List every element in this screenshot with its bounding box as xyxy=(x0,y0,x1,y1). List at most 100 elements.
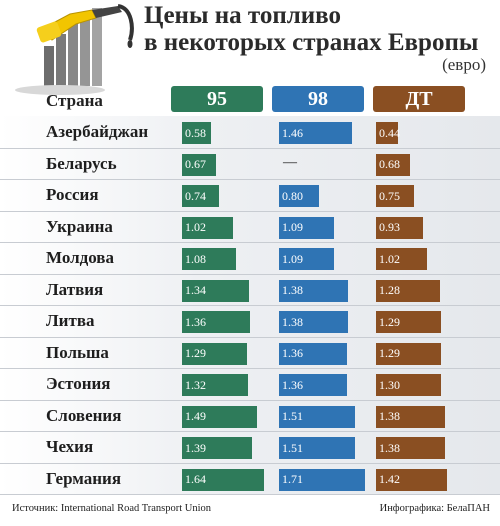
bar-value-label: 1.09 xyxy=(282,220,303,234)
diesel-bar: 1.38 xyxy=(376,437,445,459)
bar-value-label: 1.64 xyxy=(185,472,206,486)
bar-value-label: 1.38 xyxy=(282,283,303,297)
bar-value-label: 1.36 xyxy=(185,314,206,329)
fuel-98-bar: 1.09 xyxy=(279,216,334,239)
country-name: Польша xyxy=(46,342,109,362)
no-data-mark: — xyxy=(283,154,297,170)
diesel-bar: 1.38 xyxy=(376,405,445,428)
bar-value-label: 1.36 xyxy=(282,346,303,360)
country-name: Германия xyxy=(46,468,122,488)
bar-value-label: 0.58 xyxy=(185,125,206,140)
country-name: Молдова xyxy=(46,248,114,267)
chart-title: Цены на топливо в некоторых странах Евро… xyxy=(144,2,494,56)
fuel-95-header: 95 xyxy=(171,86,263,112)
table-row: Азербайджан 0.58 1.46 0.44 xyxy=(0,116,500,149)
fuel-95-bar: 1.64 xyxy=(182,468,264,491)
fuel-95-bar: 1.32 xyxy=(182,374,248,396)
bar-value-label: 0.74 xyxy=(185,188,206,203)
bar-value-label: 1.34 xyxy=(185,283,206,297)
country-name: Латвия xyxy=(46,279,104,299)
table-row: Латвия 1.34 1.38 1.28 xyxy=(0,274,500,306)
bar-value-label: 0.68 xyxy=(379,157,400,171)
bar-value-label: 0.44 xyxy=(379,125,400,140)
source-note: Источник: International Road Transport U… xyxy=(12,503,212,514)
country-name: Литва xyxy=(46,311,95,330)
country-name: Эстония xyxy=(46,374,111,393)
fuel-98-header: 98 xyxy=(272,86,364,112)
table-row: Словения 1.49 1.51 1.38 xyxy=(0,400,500,432)
bar-value-label: 1.08 xyxy=(185,251,206,266)
diesel-bar: 1.29 xyxy=(376,342,441,365)
fuel-95-bar: 1.08 xyxy=(182,248,236,270)
table-row: Эстония 1.32 1.36 1.30 xyxy=(0,368,500,401)
bar-graph-icon xyxy=(44,8,102,86)
bar-value-label: 1.29 xyxy=(185,346,206,360)
unit-label: (евро) xyxy=(442,55,486,74)
diesel-bar: 1.28 xyxy=(376,279,440,302)
bar-value-label: 1.42 xyxy=(379,472,400,486)
bar-value-label: 1.36 xyxy=(282,377,303,392)
fuel-98-bar: 1.36 xyxy=(279,342,347,365)
bar-value-label: 1.38 xyxy=(379,409,400,423)
fuel-98-bar: 1.38 xyxy=(279,311,348,333)
fuel-98-bar: 1.71 xyxy=(279,468,365,491)
fuel-98-bar: 1.09 xyxy=(279,248,334,270)
diesel-bar: 1.02 xyxy=(376,248,427,270)
fuel-98-bar: 1.51 xyxy=(279,437,355,459)
table-row: Беларусь 0.67 — 0.68 xyxy=(0,148,500,180)
bar-value-label: 0.75 xyxy=(379,188,400,203)
fuel-nozzle-icon xyxy=(36,4,134,48)
country-column-header: Страна xyxy=(46,91,103,110)
bar-value-label: 1.46 xyxy=(282,125,303,140)
fuel-95-bar: 0.58 xyxy=(182,122,211,144)
country-name: Чехия xyxy=(46,437,94,456)
fuel-98-bar: 1.38 xyxy=(279,279,348,302)
bar-value-label: 1.29 xyxy=(379,346,400,360)
fuel-98-bar: 1.36 xyxy=(279,374,347,396)
fuel-95-bar: 1.39 xyxy=(182,437,252,459)
bar-value-label: 1.02 xyxy=(379,251,400,266)
fuel-98-bar: 0.80 xyxy=(279,185,319,207)
country-name: Беларусь xyxy=(46,153,117,173)
bar-value-label: 1.28 xyxy=(379,283,400,297)
fuel-95-bar: 1.29 xyxy=(182,342,247,365)
diesel-bar: 0.68 xyxy=(376,153,410,176)
table-row: Украина 1.02 1.09 0.93 xyxy=(0,211,500,243)
country-name: Словения xyxy=(46,405,122,425)
fuel-95-bar: 1.02 xyxy=(182,216,233,239)
column-header-row: Страна 95 98 ДТ xyxy=(0,84,500,114)
bar-value-label: 1.02 xyxy=(185,220,206,234)
bar-value-label: 1.38 xyxy=(282,314,303,329)
fuel-pump-logo xyxy=(15,4,134,95)
title-line-2: в некоторых странах Европы xyxy=(144,29,479,56)
diesel-bar: 1.29 xyxy=(376,311,441,333)
fuel-95-bar: 0.74 xyxy=(182,185,219,207)
title-line-1: Цены на топливо xyxy=(144,2,341,29)
diesel-bar: 0.75 xyxy=(376,185,414,207)
bar-value-label: 0.80 xyxy=(282,188,303,203)
bar-value-label: 1.09 xyxy=(282,251,303,266)
table-row: Россия 0.74 0.80 0.75 xyxy=(0,179,500,212)
bar-value-label: 1.38 xyxy=(379,440,400,455)
bar-value-label: 0.93 xyxy=(379,220,400,234)
country-name: Азербайджан xyxy=(46,122,149,141)
fuel-95-bar: 1.49 xyxy=(182,405,257,428)
table-row: Чехия 1.39 1.51 1.38 xyxy=(0,431,500,464)
credit-note: Инфографика: БелаПАН xyxy=(379,503,490,514)
diesel-header: ДТ xyxy=(373,86,465,112)
fuel-98-bar: 1.46 xyxy=(279,122,352,144)
country-name: Россия xyxy=(46,185,99,204)
table-row: Литва 1.36 1.38 1.29 xyxy=(0,305,500,338)
bar-value-label: 0.67 xyxy=(185,157,206,171)
table-row: Германия 1.64 1.71 1.42 xyxy=(0,463,500,495)
bar-value-label: 1.71 xyxy=(282,472,303,486)
fuel-95-bar: 0.67 xyxy=(182,153,216,176)
bar-value-label: 1.29 xyxy=(379,314,400,329)
fuel-98-bar: 1.51 xyxy=(279,405,355,428)
diesel-bar: 1.42 xyxy=(376,468,447,491)
diesel-bar: 0.93 xyxy=(376,216,423,239)
diesel-bar: 1.30 xyxy=(376,374,441,396)
table-row: Польша 1.29 1.36 1.29 xyxy=(0,337,500,369)
bar-value-label: 1.32 xyxy=(185,377,206,392)
bar-value-label: 1.30 xyxy=(379,377,400,392)
